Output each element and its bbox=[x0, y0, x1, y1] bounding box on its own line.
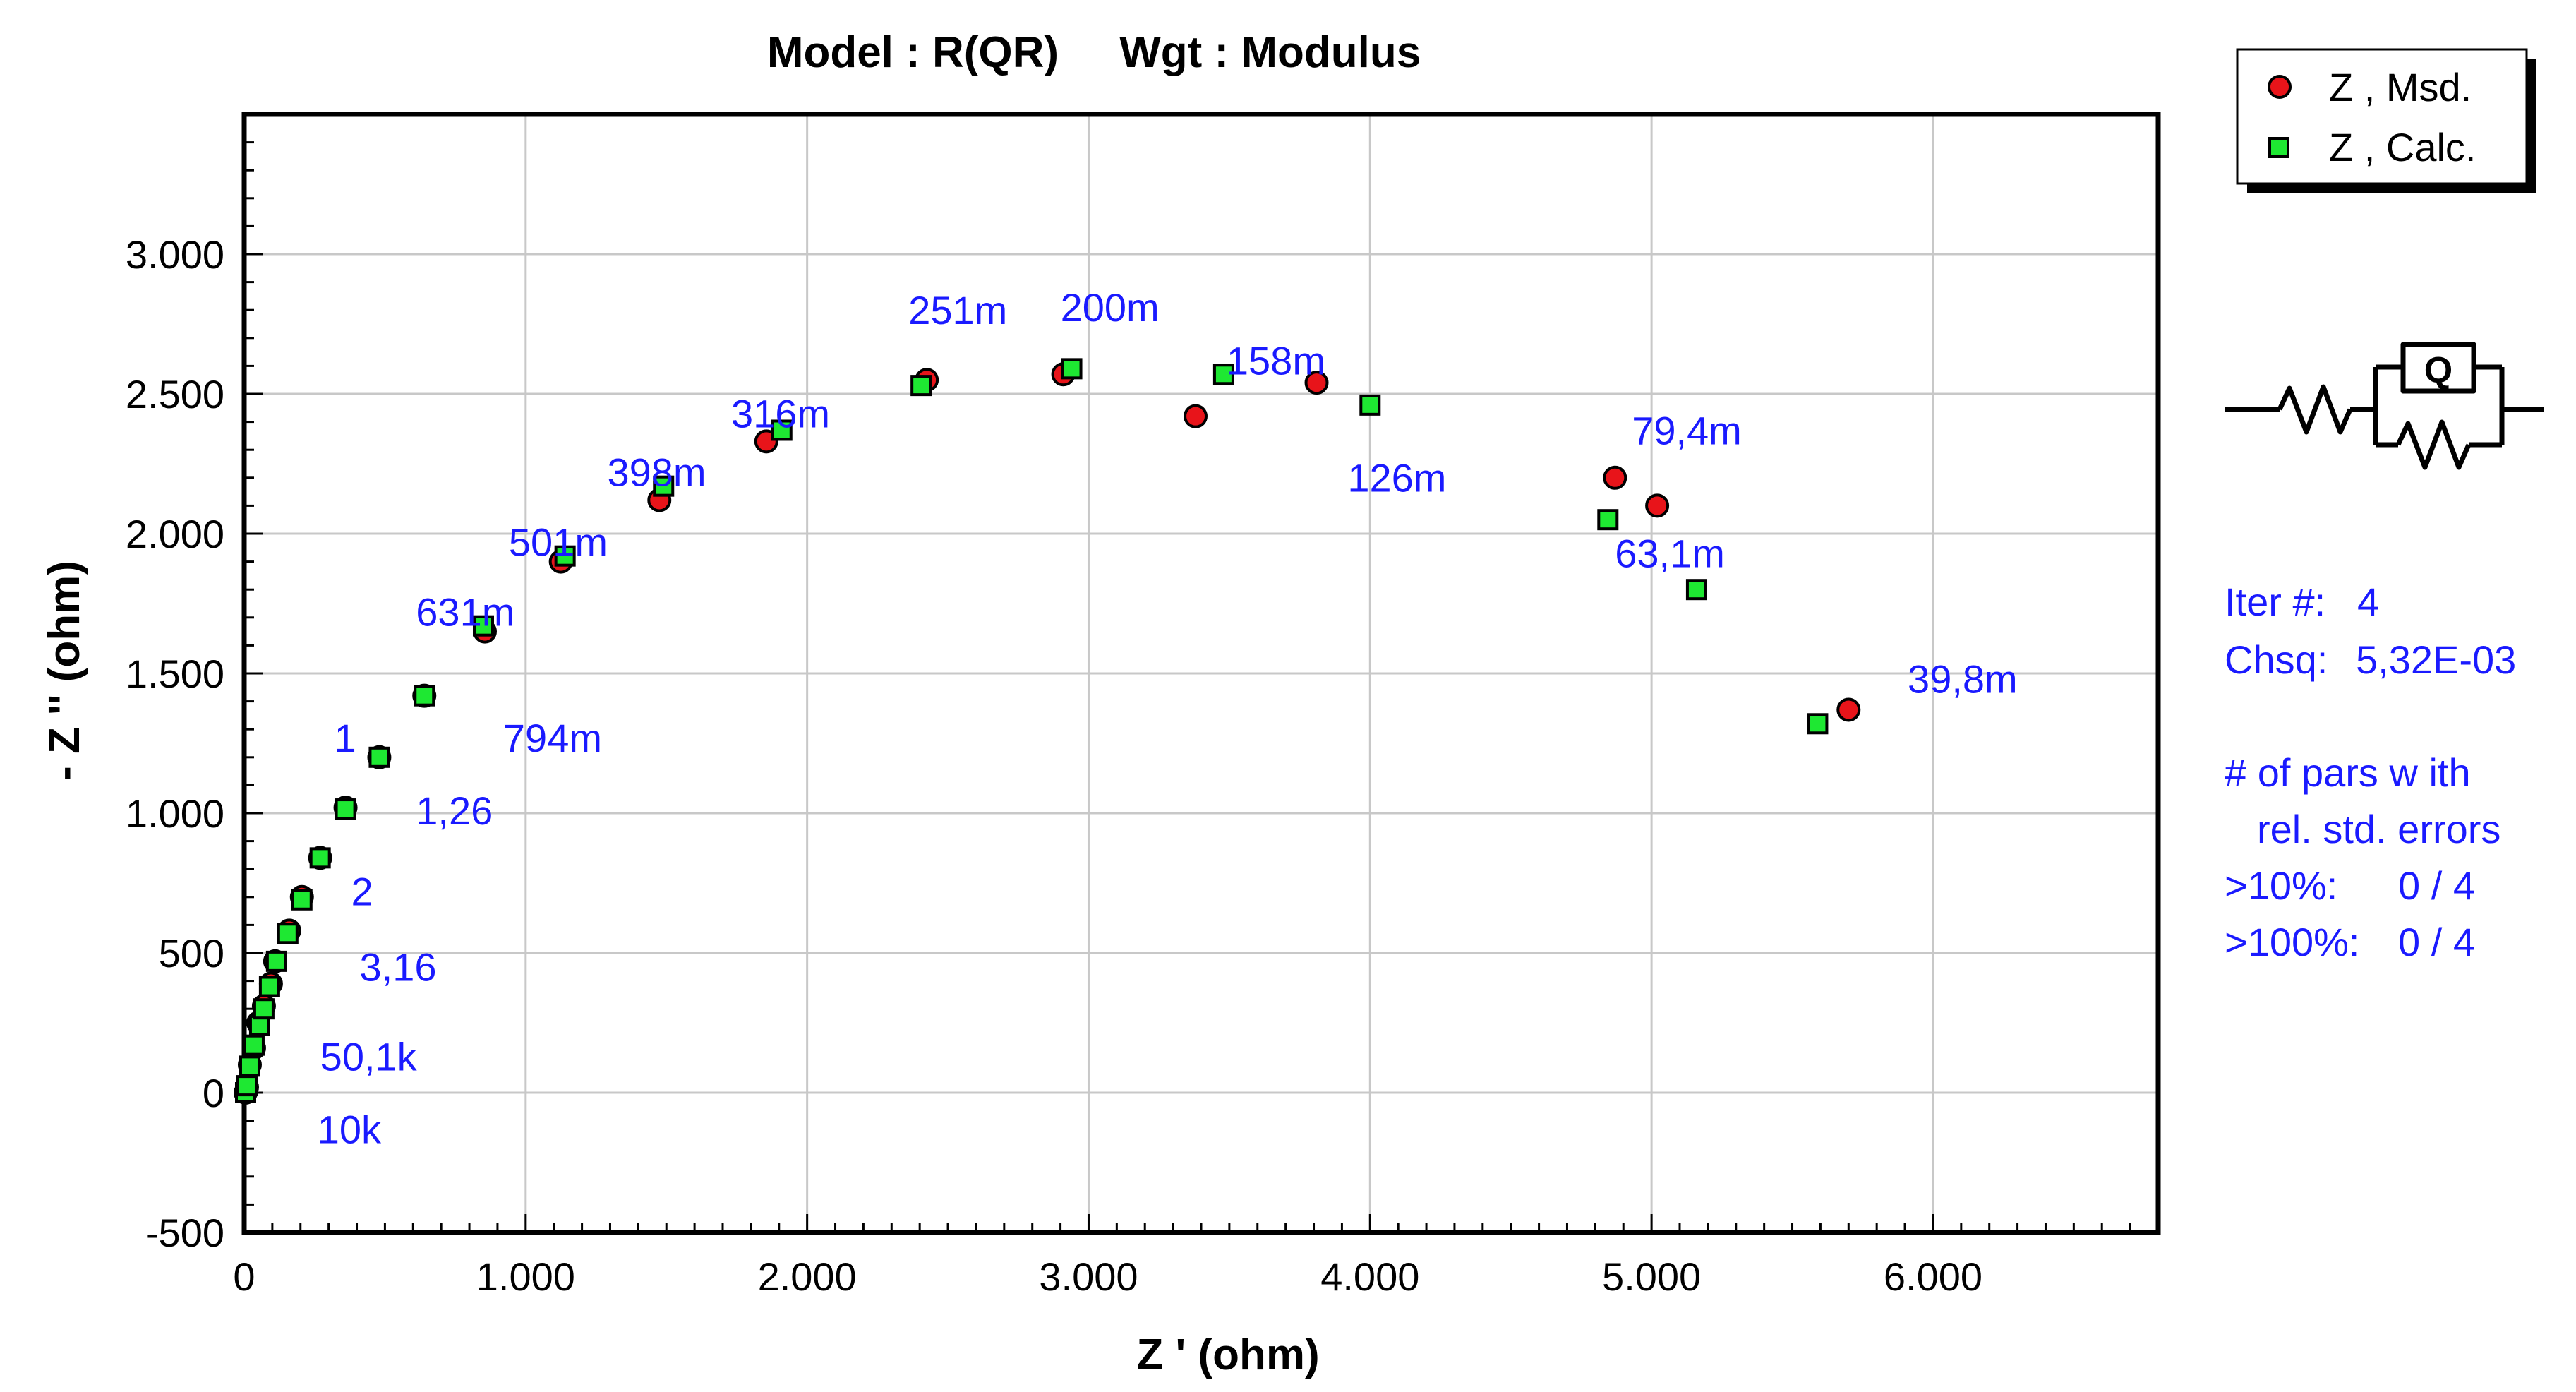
x-tick-label: 2.000 bbox=[758, 1254, 857, 1299]
calculated-point bbox=[253, 998, 275, 1020]
measured-point bbox=[1836, 697, 1861, 722]
calculated-point bbox=[1061, 358, 1083, 380]
frequency-label: 794m bbox=[503, 716, 602, 760]
x-tick-label: 6.000 bbox=[1884, 1254, 1982, 1299]
legend: Z , Msd. Z , Calc. bbox=[2236, 48, 2536, 193]
y-tick-label: 2.500 bbox=[126, 372, 224, 416]
x-tick-label: 4.000 bbox=[1320, 1254, 1419, 1299]
legend-label-measured: Z , Msd. bbox=[2329, 65, 2472, 109]
y-tick-label: 500 bbox=[159, 931, 224, 976]
x-tick-label: 3.000 bbox=[1039, 1254, 1138, 1299]
calculated-point bbox=[277, 923, 299, 944]
frequency-label: 200m bbox=[1061, 285, 1160, 330]
y-tick-label: 0 bbox=[203, 1071, 224, 1115]
calculated-point bbox=[1807, 713, 1829, 735]
y-tick-label: 1.000 bbox=[126, 791, 224, 836]
legend-marker-measured bbox=[2268, 75, 2292, 99]
chsq-value: 5,32E-03 bbox=[2356, 637, 2516, 682]
y-tick-label: 3.000 bbox=[126, 232, 224, 277]
frequency-annotations: 251m 200m 158m 316m 398m 126m 79,4m 501m 63,1m 63… bbox=[318, 285, 2018, 1151]
calculated-point bbox=[1212, 364, 1234, 385]
grid bbox=[244, 114, 2158, 1232]
measured-point bbox=[1304, 371, 1329, 395]
frequency-label: 631m bbox=[416, 590, 514, 635]
measured-point bbox=[1645, 493, 1670, 518]
threshold-100-label: >100%: bbox=[2225, 920, 2360, 964]
threshold-10-value: 0 / 4 bbox=[2398, 863, 2475, 908]
calculated-point bbox=[1685, 579, 1707, 601]
equivalent-circuit-diagram bbox=[2225, 342, 2544, 470]
frequency-label: 1 bbox=[335, 716, 356, 760]
frequency-label: 79,4m bbox=[1632, 408, 1742, 452]
frequency-label: 2 bbox=[351, 870, 373, 914]
calculated-point bbox=[910, 375, 932, 397]
iter-label: Iter #: bbox=[2225, 580, 2325, 624]
x-tick-labels: 0 1.000 2.000 3.000 4.000 5.000 6.000 bbox=[233, 1254, 1982, 1299]
pars-line-1: # of pars w ith bbox=[2225, 750, 2471, 795]
frequency-label: 158m bbox=[1227, 338, 1325, 383]
measured-point bbox=[1603, 465, 1627, 490]
calculated-point bbox=[414, 685, 435, 707]
calculated-point bbox=[239, 1055, 260, 1077]
frequency-label: 63,1m bbox=[1615, 532, 1725, 576]
calculated-point bbox=[771, 419, 793, 441]
legend-label-calculated: Z , Calc. bbox=[2329, 125, 2476, 169]
threshold-100-value: 0 / 4 bbox=[2398, 920, 2475, 964]
frequency-label: 50,1k bbox=[320, 1034, 418, 1079]
calculated-point bbox=[1359, 394, 1381, 416]
calculated-point bbox=[368, 746, 390, 768]
y-tick-label: 2.000 bbox=[126, 512, 224, 556]
calculated-point bbox=[236, 1075, 258, 1097]
calculated-point bbox=[258, 976, 280, 997]
iter-value: 4 bbox=[2357, 580, 2379, 624]
x-tick-label: 5.000 bbox=[1602, 1254, 1701, 1299]
frequency-label: 1,26 bbox=[416, 788, 493, 833]
calculated-point bbox=[473, 615, 494, 637]
plot-frame bbox=[241, 112, 2161, 1235]
y-tick-label: 1.500 bbox=[126, 652, 224, 696]
calculated-point bbox=[554, 545, 576, 567]
frequency-label: 251m bbox=[908, 288, 1007, 332]
y-axis-title: - Z '' (ohm) bbox=[40, 560, 89, 781]
frequency-label: 39,8m bbox=[1908, 657, 2018, 702]
frequency-label: 126m bbox=[1347, 456, 1446, 500]
chsq-label: Chsq: bbox=[2225, 637, 2328, 682]
x-axis-title: Z ' (ohm) bbox=[1136, 1331, 1319, 1379]
cpe-label: Q bbox=[2424, 350, 2452, 391]
frequency-label: 3,16 bbox=[360, 945, 437, 990]
calculated-point bbox=[291, 889, 313, 911]
parallel-resistor-icon bbox=[2395, 419, 2472, 470]
calculated-point bbox=[309, 847, 331, 869]
frequency-label: 316m bbox=[731, 392, 830, 436]
series-calculated bbox=[234, 358, 1829, 1103]
threshold-10-label: >10%: bbox=[2225, 863, 2337, 908]
chart-title: Model : R(QR) Wgt : Modulus bbox=[767, 28, 1421, 77]
calculated-point bbox=[1597, 509, 1619, 531]
x-tick-label: 0 bbox=[233, 1254, 255, 1299]
y-tick-labels: -500 0 500 1.000 1.500 2.000 2.500 3.000 bbox=[126, 232, 224, 1255]
legend-marker-calculated bbox=[2268, 137, 2289, 158]
calculated-point bbox=[243, 1034, 265, 1056]
legend-box bbox=[2236, 48, 2528, 185]
pars-line-2: rel. std. errors bbox=[2257, 807, 2500, 851]
y-tick-label: -500 bbox=[145, 1211, 224, 1255]
measured-point bbox=[1184, 404, 1208, 428]
frequency-label: 10k bbox=[318, 1107, 382, 1151]
frequency-label: 398m bbox=[607, 450, 706, 495]
calculated-point bbox=[335, 798, 356, 820]
series-resistor-icon bbox=[2277, 384, 2353, 435]
fit-info-panel: Iter #: 4 Chsq: 5,32E-03 # of pars w ith… bbox=[2225, 580, 2516, 964]
calculated-point bbox=[265, 950, 287, 972]
calculated-point bbox=[653, 475, 675, 497]
frequency-label: 501m bbox=[509, 520, 608, 565]
x-tick-label: 1.000 bbox=[476, 1254, 575, 1299]
